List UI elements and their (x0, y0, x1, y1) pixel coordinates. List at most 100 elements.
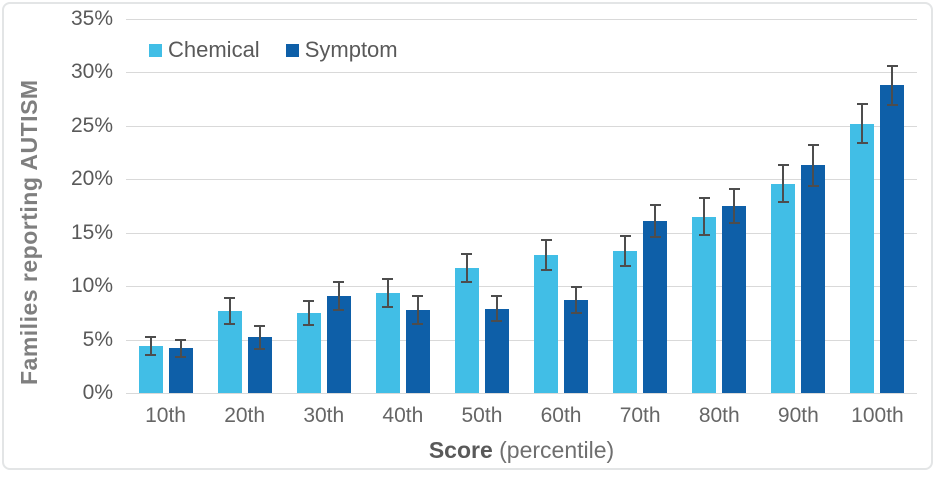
error-bar-chemical-40th (386, 277, 389, 308)
x-tick-label-90th: 90th (777, 404, 819, 427)
x-axis-title-primary: Score (428, 437, 493, 463)
y-tick-label-35%: 35% (70, 7, 113, 30)
error-bar-chemical-70th (624, 234, 627, 267)
error-bar-cap-bottom (461, 280, 473, 283)
error-bar-cap-top (333, 280, 345, 283)
error-bar-symptom-70th (654, 203, 657, 239)
legend-label-symptom: Symptom (304, 37, 398, 62)
error-bar-cap-bottom (303, 323, 315, 326)
legend-item-symptom: Symptom (285, 37, 398, 63)
bar-symptom-60th (564, 300, 589, 393)
y-gridline-30% (126, 72, 917, 74)
error-bar-symptom-10th (179, 338, 182, 358)
error-bar-cap-top (461, 253, 473, 256)
error-bar-cap-bottom (145, 353, 157, 356)
error-bar-cap-top (303, 300, 315, 303)
bar-symptom-70th (643, 220, 668, 393)
error-bar-cap-bottom (412, 322, 424, 325)
error-bar-cap-bottom (333, 308, 345, 311)
bar-symptom-50th (484, 308, 509, 393)
error-bar-cap-bottom (382, 305, 394, 308)
legend-label-chemical: Chemical (168, 37, 260, 62)
y-gridline-10% (126, 286, 917, 288)
x-tick-label-50th: 50th (461, 404, 503, 427)
error-bar-symptom-80th (733, 187, 736, 225)
legend: Chemical Symptom (149, 37, 398, 63)
x-tick-label-80th: 80th (698, 404, 740, 427)
error-bar-chemical-50th (465, 253, 468, 283)
error-bar-cap-top (254, 324, 266, 327)
error-bar-cap-bottom (698, 233, 710, 236)
x-tick-label-10th: 10th (145, 404, 186, 427)
bar-symptom-30th (326, 295, 351, 393)
error-bar-symptom-60th (575, 286, 578, 314)
error-bar-cap-bottom (175, 355, 187, 358)
error-bar-chemical-20th (228, 296, 231, 325)
bar-chemical-80th (692, 216, 717, 393)
error-bar-cap-bottom (886, 103, 898, 106)
bar-chemical-40th (375, 292, 400, 393)
error-bar-chemical-80th (703, 197, 706, 236)
error-bar-cap-bottom (777, 200, 789, 203)
error-bar-cap-top (224, 296, 236, 299)
error-bar-cap-bottom (856, 142, 868, 145)
x-tick-label-20th: 20th (224, 404, 266, 427)
bar-chemical-70th (613, 250, 638, 393)
error-bar-chemical-30th (307, 300, 310, 326)
error-bar-cap-bottom (224, 322, 236, 325)
bar-chemical-100th (850, 123, 875, 393)
error-bar-cap-bottom (570, 311, 582, 314)
y-gridline-15% (126, 232, 917, 234)
x-tick-label-60th: 60th (540, 404, 582, 427)
error-bar-symptom-90th (812, 144, 815, 187)
error-bar-cap-bottom (728, 222, 740, 225)
y-gridline-0% (126, 393, 917, 394)
legend-swatch-symptom-icon (285, 43, 299, 57)
error-bar-cap-top (807, 144, 819, 147)
error-bar-cap-top (698, 197, 710, 200)
x-axis-title: Score (percentile) (126, 437, 917, 464)
x-tick-label-40th: 40th (382, 404, 424, 427)
error-bar-cap-top (145, 336, 157, 339)
error-bar-cap-top (491, 294, 503, 297)
error-bar-chemical-60th (545, 239, 548, 272)
bar-chemical-90th (771, 183, 796, 393)
error-bar-chemical-90th (782, 164, 785, 203)
error-bar-cap-top (382, 277, 394, 280)
legend-item-chemical: Chemical (149, 37, 260, 63)
error-bar-symptom-20th (258, 324, 261, 351)
x-tick-label-100th: 100th (851, 404, 904, 427)
bar-chemical-30th (296, 312, 321, 393)
y-gridline-20% (126, 179, 917, 181)
error-bar-cap-top (856, 103, 868, 106)
x-axis-title-secondary: (percentile) (492, 437, 615, 463)
error-bar-cap-bottom (619, 264, 631, 267)
bar-symptom-100th (880, 85, 905, 393)
error-bar-cap-top (619, 234, 631, 237)
error-bar-cap-top (175, 338, 187, 341)
error-bar-cap-bottom (254, 348, 266, 351)
bar-symptom-90th (801, 165, 826, 393)
y-tick-label-5%: 5% (82, 327, 113, 351)
bar-chemical-50th (454, 267, 479, 393)
y-tick-label-20%: 20% (70, 167, 113, 191)
legend-swatch-chemical-icon (149, 43, 162, 57)
y-tick-label-0%: 0% (82, 381, 113, 404)
error-bar-symptom-50th (495, 294, 498, 323)
error-bar-cap-top (728, 187, 740, 190)
x-tick-label-30th: 30th (303, 404, 345, 427)
bar-chemical-60th (534, 255, 559, 393)
y-gridline-5% (126, 339, 917, 341)
y-tick-label-30%: 30% (70, 60, 113, 84)
error-bar-cap-bottom (649, 236, 661, 239)
bar-symptom-80th (722, 206, 747, 393)
error-bar-chemical-10th (149, 336, 152, 356)
error-bar-cap-top (886, 64, 898, 67)
error-bar-symptom-40th (416, 294, 419, 325)
error-bar-cap-top (412, 294, 424, 297)
error-bar-cap-top (649, 203, 661, 206)
error-bar-cap-bottom (491, 320, 503, 323)
error-bar-symptom-30th (337, 280, 340, 311)
error-bar-cap-bottom (540, 269, 552, 272)
